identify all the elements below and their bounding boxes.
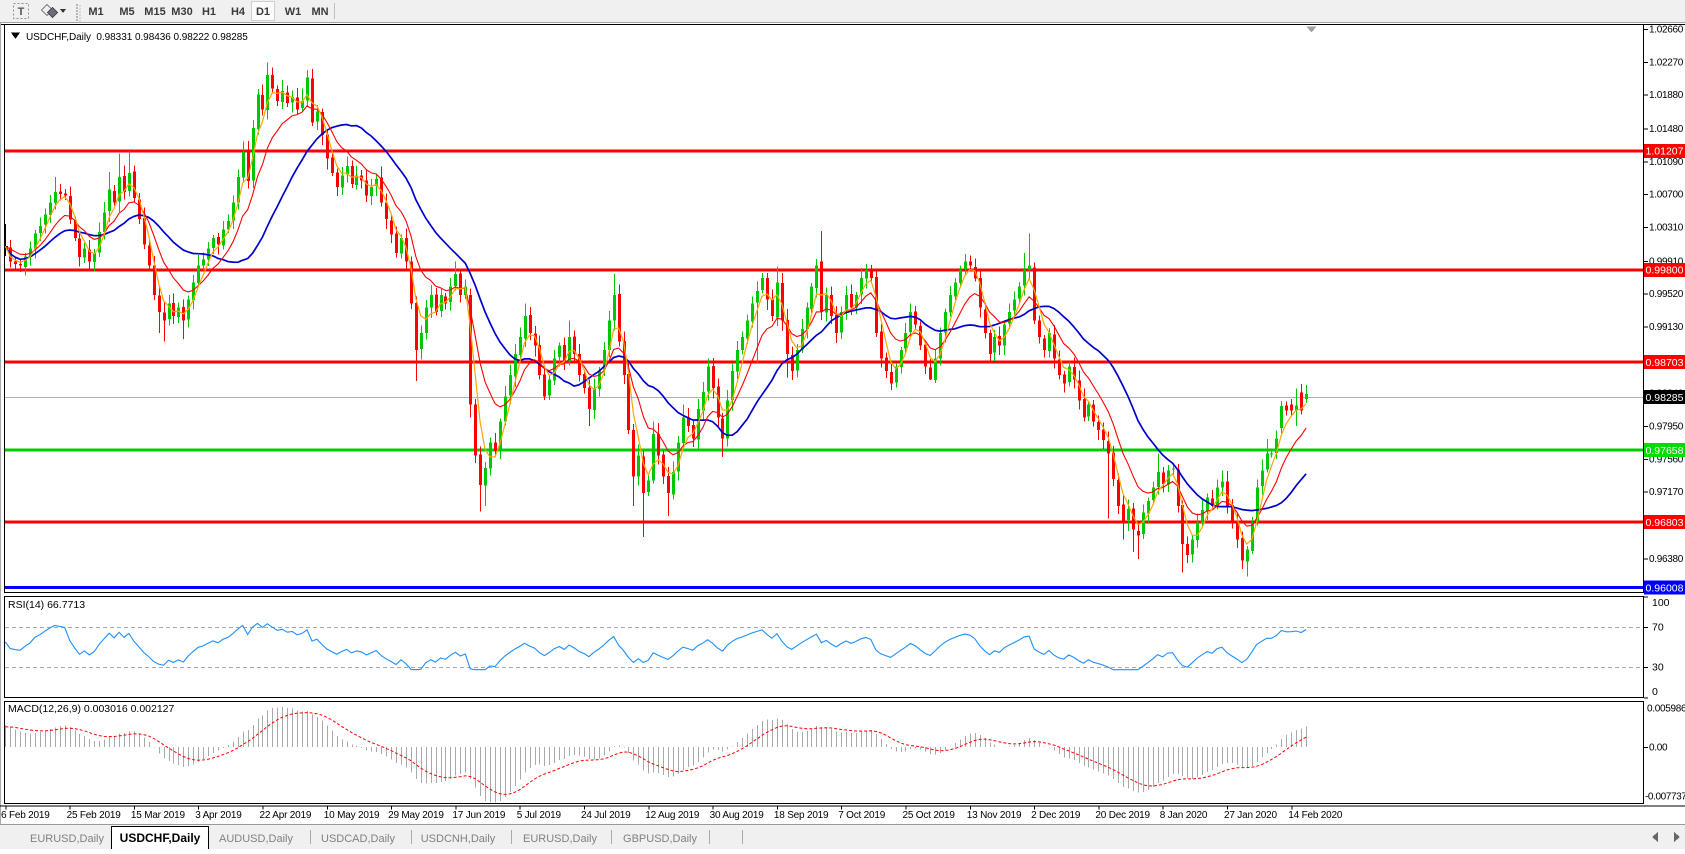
svg-text:18 Sep 2019: 18 Sep 2019 [774,810,829,821]
svg-text:USDCHF,Daily: USDCHF,Daily [120,831,201,845]
svg-text:14 Feb 2020: 14 Feb 2020 [1288,810,1343,821]
svg-text:EURUSD,Daily: EURUSD,Daily [523,833,597,845]
svg-text:1.01090: 1.01090 [1649,157,1684,168]
svg-text:M5: M5 [119,6,134,18]
svg-text:RSI(14) 66.7713: RSI(14) 66.7713 [8,599,85,611]
svg-text:T: T [18,6,25,18]
svg-text:-0.007737: -0.007737 [1645,792,1685,803]
svg-text:D1: D1 [256,6,270,18]
svg-text:25 Oct 2019: 25 Oct 2019 [903,810,956,821]
svg-text:M15: M15 [144,6,165,18]
svg-text:0.98703: 0.98703 [1646,357,1684,369]
svg-text:0.96380: 0.96380 [1649,554,1684,565]
svg-text:MN: MN [311,6,328,18]
svg-text:1.02660: 1.02660 [1649,24,1684,35]
svg-text:0.99130: 0.99130 [1649,322,1684,333]
svg-text:17 Jun 2019: 17 Jun 2019 [452,810,505,821]
svg-text:0.98285: 0.98285 [1646,392,1684,404]
svg-text:13 Nov 2019: 13 Nov 2019 [967,810,1022,821]
svg-text:25 Feb 2019: 25 Feb 2019 [67,810,122,821]
svg-text:5 Jul 2019: 5 Jul 2019 [517,810,562,821]
svg-text:30 Aug 2019: 30 Aug 2019 [710,810,765,821]
svg-text:0.96008: 0.96008 [1646,582,1684,594]
svg-text:0: 0 [1652,686,1658,698]
svg-text:0.97658: 0.97658 [1646,445,1684,457]
svg-text:GBPUSD,Daily: GBPUSD,Daily [623,833,697,845]
svg-text:1.02270: 1.02270 [1649,57,1684,68]
svg-text:6 Feb 2019: 6 Feb 2019 [1,810,50,821]
svg-text:1.01480: 1.01480 [1649,124,1684,135]
svg-text:1.01880: 1.01880 [1649,90,1684,101]
svg-text:20 Dec 2019: 20 Dec 2019 [1095,810,1150,821]
svg-text:1.00700: 1.00700 [1649,190,1684,201]
svg-text:12 Aug 2019: 12 Aug 2019 [645,810,700,821]
svg-text:8 Jan 2020: 8 Jan 2020 [1160,810,1208,821]
svg-text:M1: M1 [88,6,103,18]
svg-text:0.00: 0.00 [1649,743,1668,754]
svg-text:USDCNH,Daily: USDCNH,Daily [421,833,496,845]
svg-text:0.99800: 0.99800 [1646,265,1684,277]
svg-text:1.01207: 1.01207 [1646,146,1684,158]
svg-text:29 May 2019: 29 May 2019 [388,810,444,821]
svg-text:1.00310: 1.00310 [1649,223,1684,234]
svg-text:15 Mar 2019: 15 Mar 2019 [131,810,186,821]
svg-text:24 Jul 2019: 24 Jul 2019 [581,810,631,821]
svg-text:W1: W1 [285,6,302,18]
svg-text:USDCAD,Daily: USDCAD,Daily [321,833,395,845]
svg-text:USDCHF,Daily 0.98331 0.98436: USDCHF,Daily 0.98331 0.98436 0.98222 0.9… [26,32,248,43]
svg-text:22 Apr 2019: 22 Apr 2019 [260,810,312,821]
svg-text:70: 70 [1652,621,1664,633]
svg-text:0.97950: 0.97950 [1649,421,1684,432]
svg-text:100: 100 [1652,597,1670,609]
svg-text:10 May 2019: 10 May 2019 [324,810,380,821]
svg-text:27 Jan 2020: 27 Jan 2020 [1224,810,1277,821]
svg-text:0.99520: 0.99520 [1649,289,1684,300]
svg-text:30: 30 [1652,662,1664,674]
svg-text:H1: H1 [202,6,216,18]
svg-text:3 Apr 2019: 3 Apr 2019 [195,810,242,821]
svg-text:H4: H4 [231,6,246,18]
svg-text:0.96803: 0.96803 [1646,517,1684,529]
svg-text:AUDUSD,Daily: AUDUSD,Daily [219,833,293,845]
svg-text:2 Dec 2019: 2 Dec 2019 [1031,810,1081,821]
svg-text:M30: M30 [171,6,192,18]
svg-text:7 Oct 2019: 7 Oct 2019 [838,810,886,821]
svg-text:0.97170: 0.97170 [1649,487,1684,498]
svg-text:MACD(12,26,9) 0.003016 0.00212: MACD(12,26,9) 0.003016 0.002127 [8,703,175,715]
svg-text:EURUSD,Daily: EURUSD,Daily [30,833,104,845]
svg-text:0.005986: 0.005986 [1647,704,1685,715]
